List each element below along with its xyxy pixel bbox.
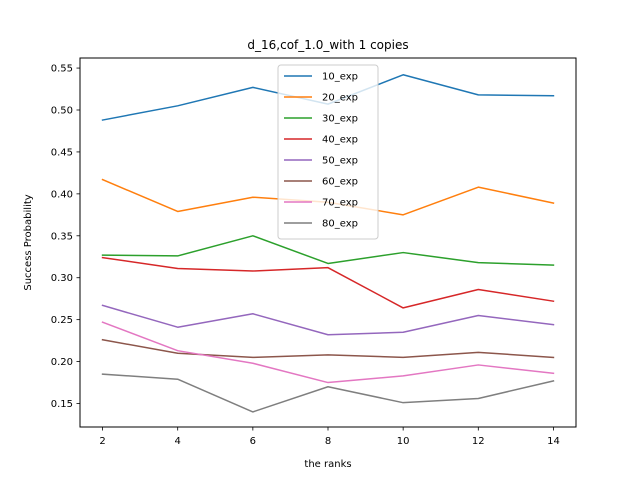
legend-label-40_exp: 40_exp [322,135,358,146]
x-tick-label: 14 [547,436,560,447]
series-line-80_exp [101,373,555,413]
y-tick-label: 0.40 [51,189,73,200]
x-tick-label: 4 [175,436,181,447]
legend-box [277,64,379,240]
y-axis: 0.15 0.20 0.25 0.30 0.35 0.40 0.45 0.50 0.55 [51,64,80,410]
y-tick-label: 0.45 [51,147,73,158]
legend-label-70_exp: 70_exp [322,198,358,209]
x-tick-label: 10 [397,436,410,447]
series-line-40_exp [101,256,555,309]
legend-label-80_exp: 80_exp [322,219,358,230]
y-tick-label: 0.55 [51,64,73,75]
legend-label-60_exp: 60_exp [322,177,358,188]
x-tick-label: 8 [325,436,331,447]
y-tick-label: 0.30 [51,273,73,284]
x-tick-label: 2 [99,436,105,447]
x-tick-label: 6 [250,436,256,447]
y-tick-label: 0.20 [51,357,73,368]
legend: 10_exp 20_exp 30_exp 40_exp 50_exp 60_exp 70_e… [277,64,379,240]
x-axis: 2 4 6 8 10 12 14 [99,427,560,447]
legend-label-20_exp: 20_exp [322,93,358,104]
y-tick-label: 0.50 [51,105,73,116]
series-line-30_exp [101,235,555,266]
legend-label-50_exp: 50_exp [322,156,358,167]
x-axis-label: the ranks [304,459,351,470]
y-tick-label: 0.25 [51,315,73,326]
chart-title: d_16,cof_1.0_with 1 copies [247,38,408,52]
series-line-60_exp [101,338,555,359]
legend-label-30_exp: 30_exp [322,114,358,125]
y-axis-label: Success Probability [23,194,34,290]
x-tick-label: 12 [472,436,485,447]
legend-label-10_exp: 10_exp [322,72,358,83]
y-tick-label: 0.15 [51,399,73,410]
series-line-50_exp [101,304,555,336]
series-line-70_exp [101,321,555,384]
y-tick-label: 0.35 [51,231,73,242]
